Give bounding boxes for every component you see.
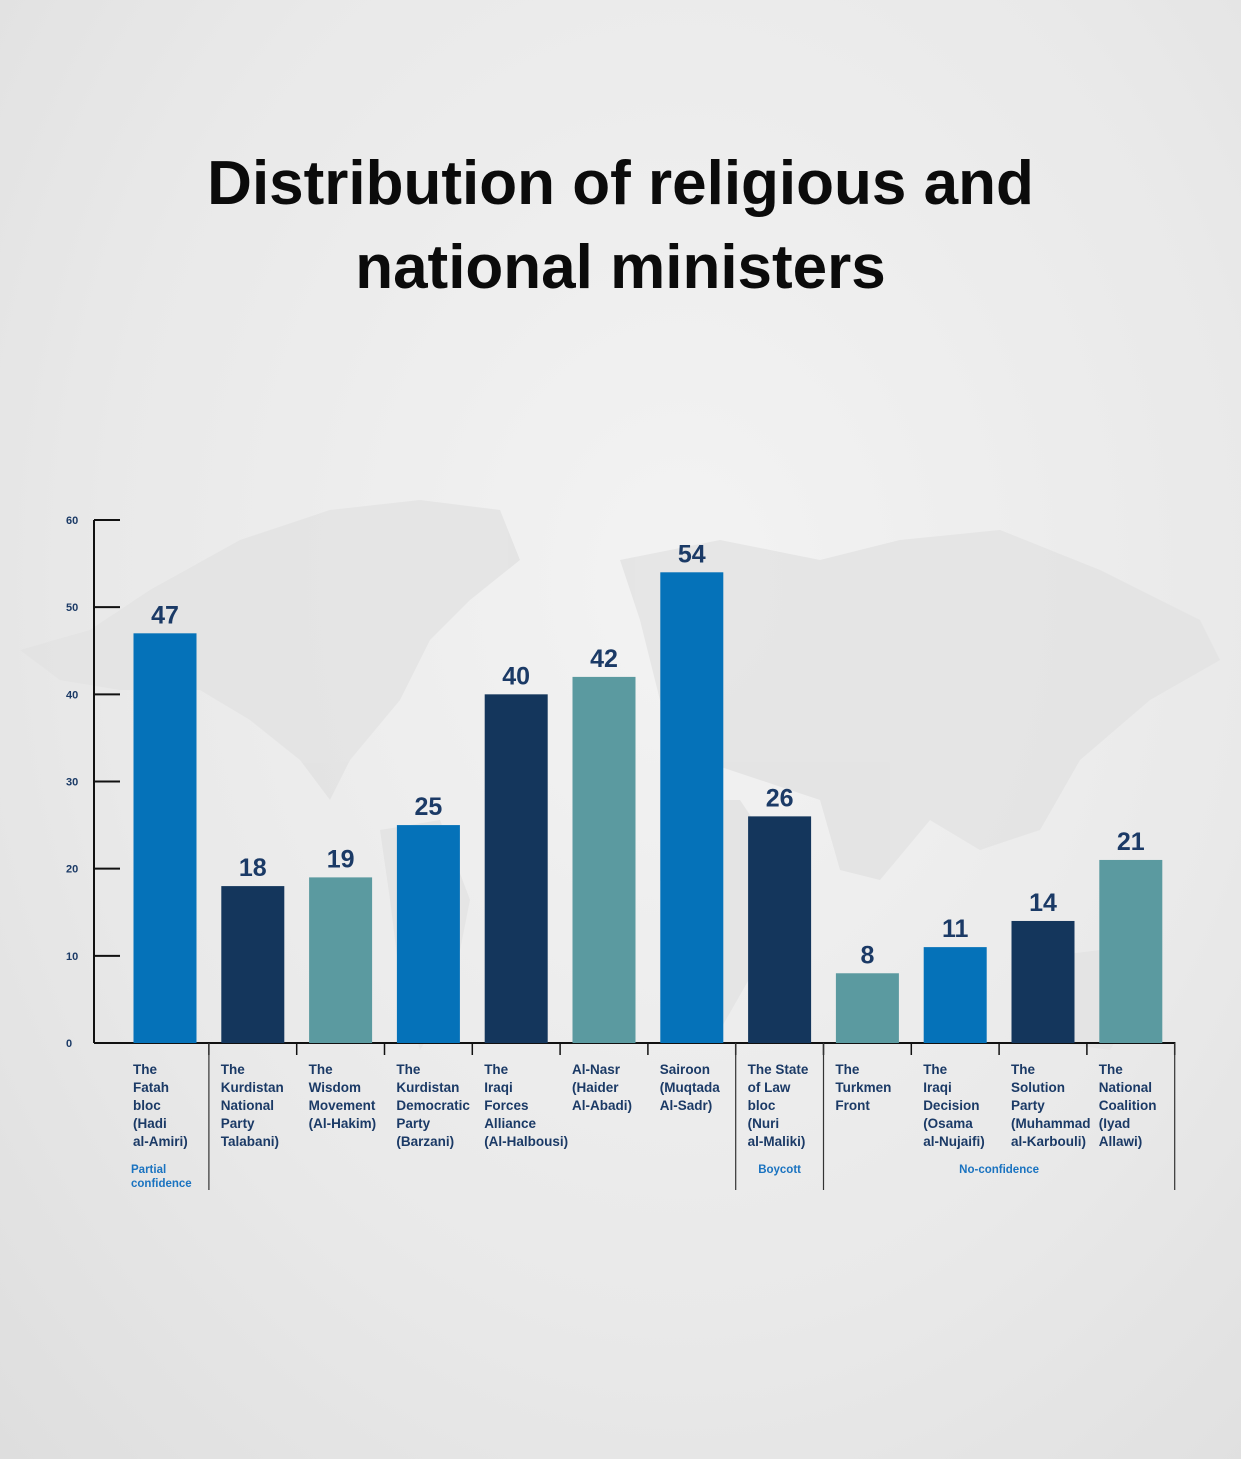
data-label: 54 (678, 540, 706, 568)
data-label: 14 (1029, 889, 1057, 917)
group-label: Partial confidence (131, 1164, 192, 1190)
x-category-label: The Iraqi Forces Alliance (Al-Halbousi) (484, 1062, 568, 1149)
x-category-label: The Wisdom Movement (Al-Hakim) (309, 1062, 377, 1131)
data-label: 8 (860, 941, 874, 969)
data-label: 21 (1117, 828, 1145, 856)
bar (484, 694, 548, 1043)
bar (748, 816, 812, 1043)
y-tick-label: 40 (66, 689, 78, 701)
y-tick-label: 50 (66, 602, 78, 614)
bar (1099, 859, 1163, 1043)
x-category-label: Sairoon (Muqtada Al-Sadr) (660, 1062, 720, 1113)
bar (923, 947, 987, 1043)
data-label: 26 (766, 784, 794, 812)
y-tick-label: 10 (66, 951, 78, 963)
x-category-label: The National Coalition (Iyad Allawi) (1099, 1062, 1157, 1149)
data-label: 42 (590, 645, 618, 673)
x-category-label: The Kurdistan Democratic Party (Barzani) (396, 1062, 470, 1149)
group-label: Boycott (758, 1164, 801, 1176)
bars: 47 18 19 25 40 42 54 26 8 11 14 21 (133, 540, 1163, 1043)
chart-title-line-2: national ministers (355, 233, 886, 302)
x-category-label: The Iraqi Decision (Osama al-Nujaifi) (923, 1062, 985, 1149)
y-tick-label: 30 (66, 777, 78, 789)
chart-title: Distribution of religious and national m… (0, 142, 1241, 310)
x-category-label: The State of Law bloc (Nuri al-Maliki) (748, 1062, 809, 1149)
group-labels: Partial confidence Boycott No-confidence (131, 1043, 1176, 1190)
data-label: 11 (942, 915, 969, 943)
bar (1011, 920, 1075, 1043)
x-category-label: The Solution Party (Muhammad al-Karbouli) (1011, 1062, 1091, 1149)
bar (835, 973, 899, 1043)
x-category-label: The Kurdistan National Party Talabani) (221, 1062, 284, 1149)
y-tick-label: 20 (66, 864, 78, 876)
bar (660, 572, 724, 1043)
y-axis-ticks: 0 10 20 30 40 50 60 (66, 515, 120, 1050)
group-label: No-confidence (959, 1164, 1039, 1176)
data-label: 25 (414, 793, 442, 821)
bar (309, 877, 373, 1043)
category-labels: The Fatah bloc (Hadi al-Amiri) The Kurdistan Na… (133, 1062, 1157, 1149)
data-label: 47 (151, 601, 179, 629)
y-tick-label: 60 (66, 515, 78, 527)
x-category-label: The Turkmen Front (835, 1062, 891, 1113)
data-label: 40 (502, 662, 530, 690)
bar (572, 676, 636, 1043)
x-category-label: The Fatah bloc (Hadi al-Amiri) (133, 1062, 188, 1149)
bar (133, 633, 197, 1043)
x-category-label: Al-Nasr (Haider Al-Abadi) (572, 1062, 632, 1113)
y-tick-label: 0 (66, 1038, 72, 1050)
data-label: 18 (239, 854, 267, 882)
bar (221, 886, 285, 1043)
chart-title-line-1: Distribution of religious and (207, 149, 1034, 218)
bar (396, 825, 460, 1043)
data-label: 19 (327, 845, 355, 873)
